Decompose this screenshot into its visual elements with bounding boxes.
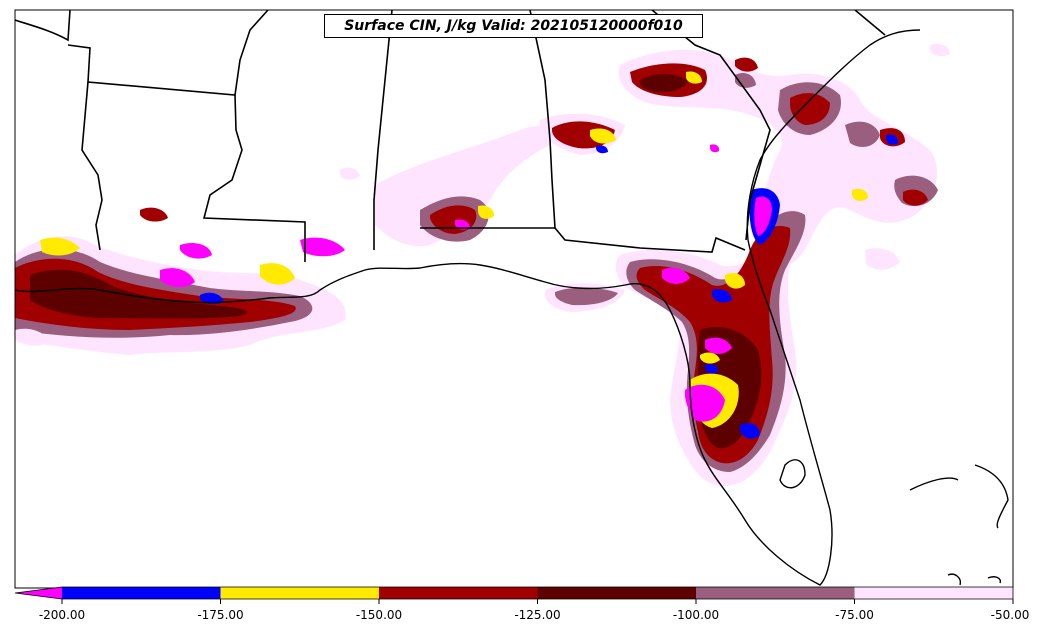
georgia-florida-line	[554, 227, 746, 253]
colorbar-tick-label: -125.00	[514, 608, 561, 622]
cin-field-alabama	[375, 113, 625, 312]
colorbar-band-175-150	[220, 587, 379, 599]
island-coast-a	[947, 573, 962, 586]
map-title: Surface CIN, J/kg Valid: 202105120000f01…	[324, 14, 703, 38]
colorbar-extend-triangle	[15, 587, 62, 599]
grand-bahama-coast	[974, 464, 1009, 529]
colorbar-tick-label: -200.00	[38, 608, 86, 622]
colorbar-band-200-175	[62, 587, 221, 599]
colorbar-tick-label: -175.00	[197, 608, 244, 622]
colorbar-band-125-100	[537, 587, 696, 599]
colorbar-tick-label: -75.00	[835, 608, 874, 622]
mississippi-alabama-line	[373, 10, 393, 250]
cin-field-louisiana	[15, 207, 346, 355]
colorbar-tick-label: -150.00	[355, 608, 403, 622]
colorbar-outline	[14, 586, 1014, 600]
cin-field-florida	[615, 188, 816, 487]
georgia-carolina-line	[651, 10, 771, 241]
louisiana-east-line	[81, 81, 103, 251]
cin-field-georgia	[618, 49, 938, 270]
island-coast-b	[987, 576, 1002, 584]
colorbar-band-75-50	[854, 587, 1013, 599]
arkansas-mississippi-line	[67, 10, 269, 96]
state-line-nw	[15, 10, 71, 42]
gulf-atlantic-coast	[15, 29, 921, 586]
carolina-line	[854, 10, 886, 36]
colorbar-band-150-125	[379, 587, 538, 599]
colorbar	[14, 586, 1014, 604]
cin-shading	[15, 44, 950, 487]
colorbar-tick-label: -50.00	[990, 608, 1030, 622]
alabama-georgia-line	[420, 10, 556, 229]
bahamas-coast	[909, 477, 959, 491]
mississippi-south-line	[202, 94, 306, 262]
coastline	[15, 29, 1009, 586]
state-boundaries	[15, 10, 886, 262]
lake-okeechobee	[779, 459, 806, 489]
colorbar-tick-label: -100.00	[672, 608, 720, 622]
colorbar-band-100-75	[696, 587, 855, 599]
